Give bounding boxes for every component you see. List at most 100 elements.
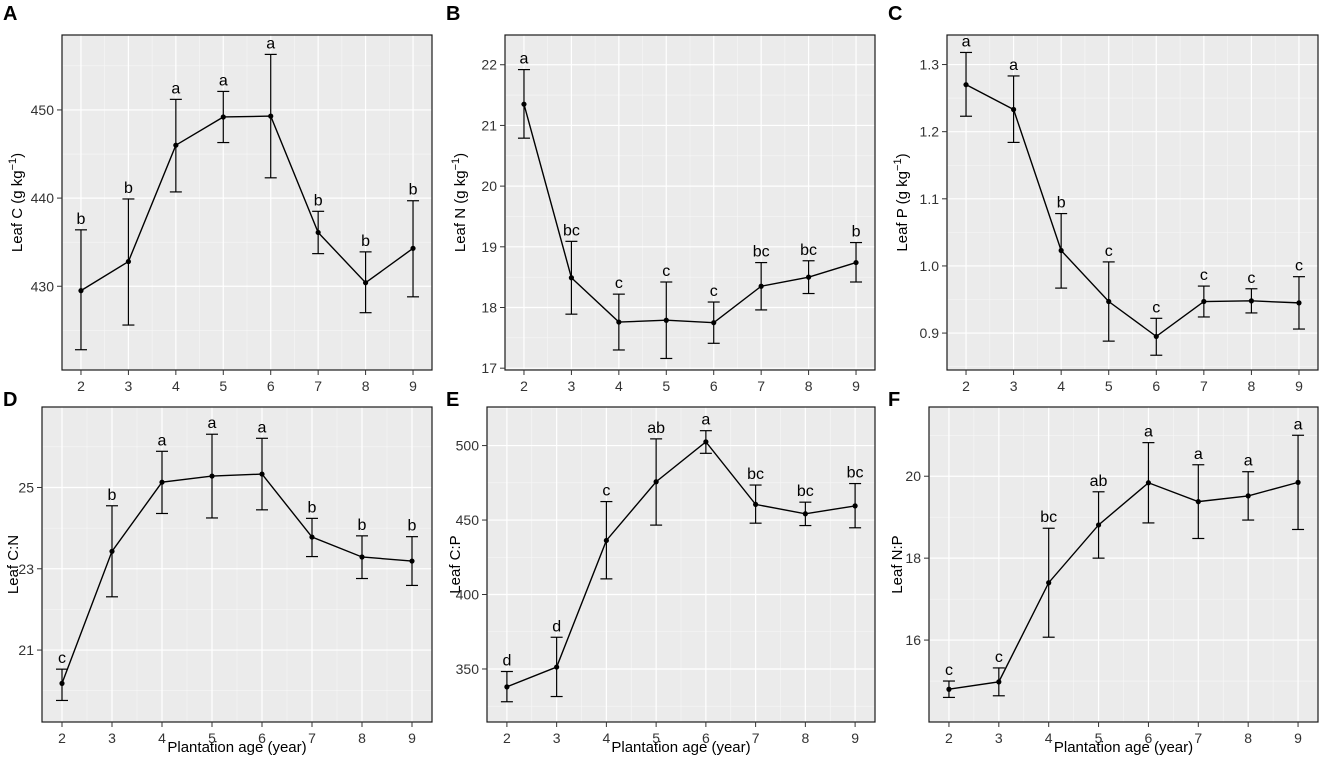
panel-B-significance-letter: a <box>520 51 529 68</box>
panel-F-data-point <box>1145 480 1152 486</box>
panel-C-x-tick-label: 3 <box>1010 378 1018 394</box>
panel-B-significance-letter: bc <box>563 222 580 239</box>
panel-B-x-tick-label: 5 <box>662 378 670 394</box>
panel-A-significance-letter: b <box>409 182 418 199</box>
panel-E-data-point <box>554 664 560 670</box>
panel-F-data-point <box>1195 499 1201 505</box>
panel-E-y-tick-label: 350 <box>456 661 480 677</box>
panel-A-x-tick-label: 2 <box>77 378 85 394</box>
panel-A-significance-letter: b <box>361 233 370 250</box>
panel-C-data-point <box>1058 247 1064 254</box>
panel-D-data-point <box>59 680 65 686</box>
panel-A-x-tick-label: 7 <box>314 378 322 394</box>
panel-F-data-point <box>1295 479 1301 485</box>
panel-D-x-tick-label: 5 <box>208 730 216 746</box>
panel-F-significance-letter: a <box>1194 446 1203 463</box>
panel-B-y-tick-label: 19 <box>481 239 497 255</box>
panel-C-y-tick-label: 0.9 <box>920 325 940 341</box>
panel-C-y-tick-label: 1.2 <box>920 124 940 140</box>
panel-E-x-tick-label: 6 <box>702 730 710 746</box>
panel-F-data-point <box>946 686 952 692</box>
panel-B-significance-letter: c <box>710 283 718 300</box>
panel-F-data-point <box>1095 522 1102 528</box>
panel-C-data-point <box>1296 300 1302 306</box>
panel-E-border <box>486 406 876 723</box>
panel-E-data-point <box>603 537 609 544</box>
panel-E-y-tick-label: 500 <box>456 438 480 454</box>
panel-B-significance-letter: c <box>662 263 670 280</box>
panel-C-x-tick-label: 5 <box>1105 378 1113 394</box>
panel-B-data-point <box>616 319 622 325</box>
panel-C-data-point <box>1153 333 1159 340</box>
panel-A-data-point <box>362 280 369 286</box>
panel-C-x-tick-label: 2 <box>962 378 970 394</box>
panel-E-data-point <box>852 503 858 509</box>
panel-B-x-tick-label: 4 <box>615 378 623 394</box>
panel-D-significance-letter: c <box>58 650 66 667</box>
panel-C-y-tick-label: 1.1 <box>920 191 940 207</box>
panel-A-x-tick-label: 8 <box>362 378 370 394</box>
panel-A-significance-letter: a <box>266 35 275 52</box>
panel-A-x-tick-label: 6 <box>267 378 275 394</box>
panel-B-x-tick-label: 3 <box>568 378 576 394</box>
panel-B-y-tick-label: 20 <box>481 178 497 194</box>
panel-A-significance-letter: b <box>77 211 86 228</box>
panel-D-significance-letter: b <box>308 499 317 516</box>
panel-A-border <box>61 34 433 371</box>
panel-D-x-tick-label: 9 <box>408 730 416 746</box>
panel-B-data-point <box>711 320 717 326</box>
panel-D-x-tick-label: 8 <box>358 730 366 746</box>
panel-E-x-tick-label: 9 <box>851 730 859 746</box>
panel-E-y-axis-title: Leaf C:P <box>447 535 464 593</box>
panel-C-label: C <box>888 3 902 25</box>
panel-A-significance-letter: b <box>124 180 133 197</box>
panel-A-x-tick-label: 5 <box>219 378 227 394</box>
panel-C-data-point <box>1106 298 1112 305</box>
panel-C-data-point <box>1201 298 1207 305</box>
panel-C-data-point <box>1010 106 1017 113</box>
panel-B-label: B <box>446 3 460 25</box>
panel-D-border <box>41 406 433 723</box>
panel-C-x-tick-label: 4 <box>1057 378 1065 394</box>
panel-E-x-tick-label: 8 <box>801 730 809 746</box>
panel-D-x-tick-label: 4 <box>158 730 166 746</box>
panel-E-x-tick-label: 5 <box>652 730 660 746</box>
panel-D-data-point <box>109 548 115 554</box>
panel-B-y-tick-label: 22 <box>481 57 497 73</box>
panel-C-significance-letter: c <box>1105 243 1113 260</box>
panel-F-x-tick-label: 3 <box>995 730 1003 746</box>
panel-D-data-point <box>209 473 215 479</box>
panel-D-significance-letter: b <box>108 487 117 504</box>
panel-E-y-tick-label: 400 <box>456 587 480 603</box>
panel-D-label: D <box>3 389 17 411</box>
panel-B-significance-letter: bc <box>753 244 770 261</box>
panel-A-x-tick-label: 4 <box>172 378 180 394</box>
panel-D-data-point <box>359 554 365 560</box>
panel-C-data-point <box>1248 298 1255 304</box>
panel-B-x-tick-label: 6 <box>710 378 718 394</box>
panel-E-significance-letter: d <box>502 653 511 670</box>
panel-B-x-tick-label: 9 <box>852 378 860 394</box>
panel-A-significance-letter: a <box>171 80 180 97</box>
panel-A-data-point <box>125 258 132 265</box>
panel-A-significance-letter: b <box>314 192 323 209</box>
panel-C-y-tick-label: 1.0 <box>920 258 940 274</box>
panel-B-significance-letter: b <box>852 224 861 241</box>
panel-B-y-tick-label: 21 <box>481 117 497 133</box>
panel-F-x-tick-label: 4 <box>1045 730 1053 746</box>
panel-F-y-axis-title: Leaf N:P <box>889 535 906 593</box>
panel-A-data-point <box>78 288 84 294</box>
panel-B-significance-letter: c <box>615 275 623 292</box>
panel-B-x-tick-label: 7 <box>757 378 765 394</box>
panel-B-x-tick-label: 8 <box>805 378 813 394</box>
panel-D-significance-letter: b <box>408 518 417 535</box>
panel-B-data-point <box>568 275 575 281</box>
panel-F-significance-letter: a <box>1144 424 1153 441</box>
panel-D-significance-letter: a <box>258 419 267 436</box>
panel-A-label: A <box>3 3 17 25</box>
panel-A-data-point <box>173 142 179 148</box>
panel-B-data-point <box>521 101 527 107</box>
panel-B-data-point <box>758 283 764 289</box>
panel-D-significance-letter: a <box>158 432 167 449</box>
